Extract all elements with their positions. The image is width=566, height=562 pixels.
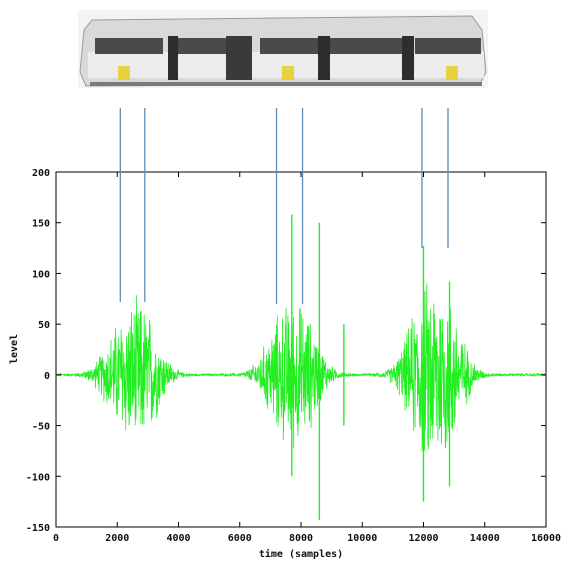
x-tick-label: 6000 [228,533,252,544]
x-tick-label: 14000 [470,533,500,544]
y-tick-label: -100 [26,472,50,483]
x-tick-label: 8000 [289,533,313,544]
y-axis-label: level [9,334,20,364]
y-tick-label: 200 [32,168,50,179]
marker-lines [119,108,449,304]
y-tick-label: 150 [32,219,50,230]
y-tick-label: -50 [32,422,50,433]
x-tick-label: 4000 [166,533,190,544]
y-tick-label: 100 [32,269,50,280]
x-tick-label: 2000 [105,533,129,544]
x-axis-label: time (samples) [259,548,343,560]
y-tick-label: -150 [26,523,50,534]
y-axis-ticks: 200 150 100 50 0 -50 -100 -150 [26,168,546,534]
x-tick-label: 0 [53,533,59,544]
signal-line [55,283,547,452]
y-tick-label: 0 [44,371,50,382]
tram-icon [78,10,488,88]
x-axis-ticks: 0 2000 4000 6000 8000 10000 12000 14000 16000 [53,172,561,544]
x-tick-label: 12000 [408,533,438,544]
x-tick-label: 16000 [531,533,561,544]
x-tick-label: 10000 [347,533,377,544]
y-tick-label: 50 [38,320,50,331]
signal-series [55,214,547,520]
